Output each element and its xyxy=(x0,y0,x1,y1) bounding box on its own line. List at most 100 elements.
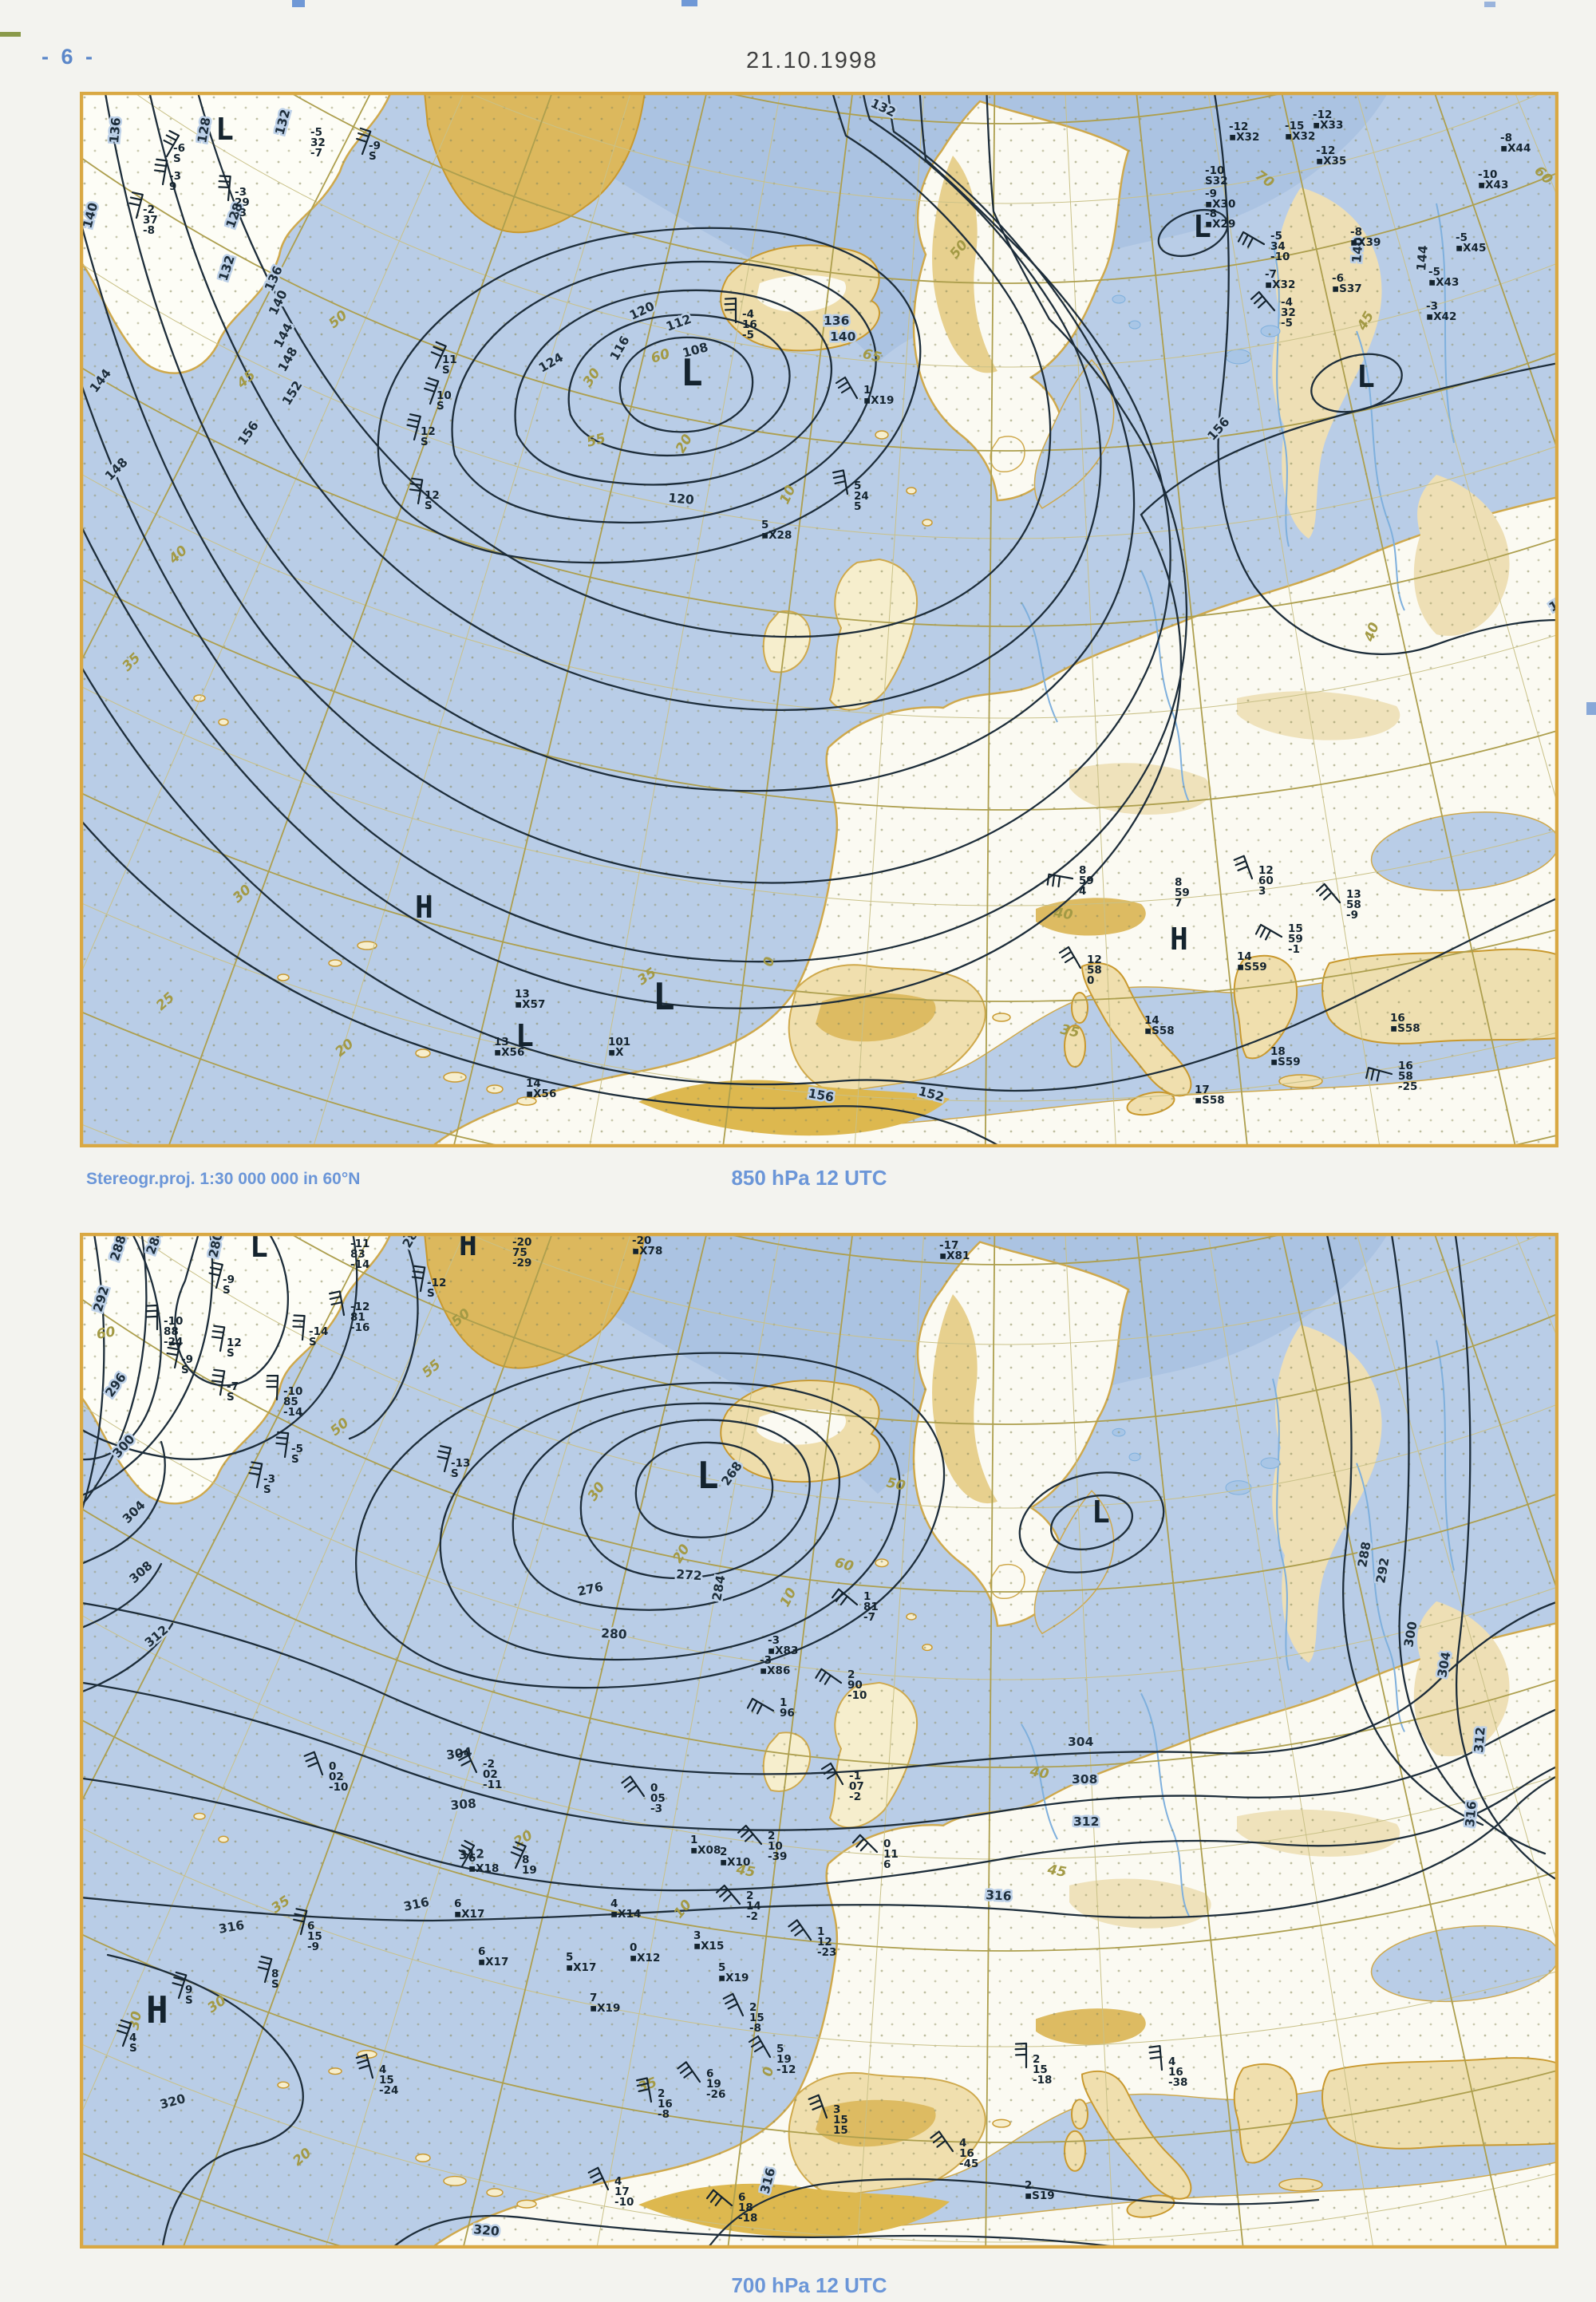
graticule-label: 50 xyxy=(885,1475,907,1495)
station-value: ▪X86 xyxy=(760,1664,790,1677)
station-value: ▪X19 xyxy=(718,1972,749,1984)
station-value: 13 xyxy=(494,1036,509,1048)
graticule-label: 45 xyxy=(734,1862,757,1881)
station-value: -3 xyxy=(263,1473,275,1486)
station-value: 19 xyxy=(706,2078,721,2091)
station-plot: 3▪X15 xyxy=(693,1929,724,1953)
station-value: ▪X17 xyxy=(478,1956,508,1968)
station-plot: -12S xyxy=(403,1261,446,1300)
station-value: 10 xyxy=(768,1840,783,1853)
station-value: 101 xyxy=(608,1036,630,1048)
high-center-symbol: H xyxy=(459,1233,477,1262)
station-value: -12 xyxy=(1316,144,1335,157)
station-plot: 101▪X xyxy=(608,1036,630,1059)
station-plot: -5▪X45 xyxy=(1456,231,1486,255)
station-plot: -432-5 xyxy=(1249,289,1296,330)
station-value: 13 xyxy=(515,988,530,1001)
low-center-symbol: L xyxy=(1092,1495,1110,1530)
station-value: -9 xyxy=(1205,188,1217,200)
station-plot: 12S xyxy=(203,1321,242,1360)
station-plot: 5▪X17 xyxy=(566,1951,596,1974)
station-value: -24 xyxy=(164,1336,183,1348)
station-value: -29 xyxy=(512,1257,531,1269)
station-value: 4 xyxy=(379,2063,386,2076)
station-value: 4 xyxy=(129,2032,136,2044)
low-center-symbol: L xyxy=(250,1233,268,1264)
station-value: S32 xyxy=(1205,175,1228,188)
station-value: -9 xyxy=(223,1273,235,1286)
station-plot: 13▪X57 xyxy=(515,988,545,1011)
contour-label: 312 xyxy=(458,1846,484,1862)
station-value: 15 xyxy=(379,2074,394,2087)
low-center-symbol: L xyxy=(653,975,675,1018)
low-center-symbol: L xyxy=(215,112,234,147)
station-value: 02 xyxy=(483,1768,498,1781)
station-value: -13 xyxy=(451,1457,470,1470)
station-value: 12 xyxy=(421,425,436,438)
station-value: 0 xyxy=(1087,974,1094,987)
station-value: -6 xyxy=(1332,272,1344,285)
station-value: ▪X10 xyxy=(720,1856,750,1869)
station-value: 6 xyxy=(478,1945,485,1958)
station-plot: -12▪X35 xyxy=(1316,144,1346,168)
station-value: 0 xyxy=(329,1760,336,1773)
station-value: -20 xyxy=(632,1234,651,1247)
station-value: ▪X08 xyxy=(690,1844,721,1857)
station-value: 18 xyxy=(1270,1045,1286,1058)
station-value: 3 xyxy=(833,2103,840,2116)
station-value: -23 xyxy=(817,1946,836,1959)
station-plot: -17▪X81 xyxy=(939,1239,970,1262)
station-value: 12 xyxy=(227,1337,242,1349)
station-value: -3 xyxy=(169,170,181,183)
station-value: ▪X32 xyxy=(1229,131,1259,144)
station-value: 2 xyxy=(658,2087,665,2100)
station-value: ▪S58 xyxy=(1390,1022,1420,1035)
station-value: ▪X14 xyxy=(610,1908,641,1921)
station-value: ▪S59 xyxy=(1270,1056,1301,1068)
station-value: -8 xyxy=(1500,132,1512,144)
station-plot: -5S xyxy=(267,1427,303,1466)
station-value: 2 xyxy=(746,1889,753,1902)
station-plot: 618-18 xyxy=(704,2185,757,2225)
station-plot: 14▪S59 xyxy=(1237,950,1267,973)
station-plot: -9S xyxy=(200,1258,235,1297)
station-value: 60 xyxy=(1258,875,1274,887)
station-plot: -3▪X42 xyxy=(1426,300,1456,323)
weather-map-700: 605055503020106020451035030352030405045 … xyxy=(80,1233,1558,2249)
low-center-symbol: L xyxy=(516,1018,534,1053)
station-value: ▪X42 xyxy=(1426,310,1456,323)
station-plot: -8▪X29 xyxy=(1205,207,1235,231)
station-plot: 14▪X56 xyxy=(526,1077,556,1100)
station-plot: 17▪S58 xyxy=(1195,1084,1225,1107)
station-value: 2 xyxy=(1033,2053,1040,2066)
graticule-label: 45 xyxy=(1045,1862,1068,1881)
station-value: 0 xyxy=(650,1782,658,1795)
station-plot: -107-2 xyxy=(820,1762,864,1803)
station-value: -5 xyxy=(742,329,754,342)
station-plot: -7▪X32 xyxy=(1265,268,1295,291)
weather-map-850: 70 65 60 60 55 50 45 40 35 30 25 20 30 20 10 0 35 40 35 45 5… xyxy=(80,92,1558,1147)
station-value: 15 xyxy=(1288,922,1303,935)
station-value: -10 xyxy=(164,1315,183,1328)
projection-note: Stereogr.proj. 1:30 000 000 in 60°N xyxy=(86,1170,361,1188)
station-value: 59 xyxy=(1288,933,1303,946)
station-value: ▪X39 xyxy=(1350,236,1381,249)
high-center-symbol: H xyxy=(146,1988,168,2032)
station-value: 6 xyxy=(883,1858,891,1871)
station-value: -4 xyxy=(742,308,754,321)
station-value: S xyxy=(227,1347,235,1360)
station-value: 4 xyxy=(610,1897,618,1910)
station-value: 5 xyxy=(776,2043,784,2055)
station-plot: 216-8 xyxy=(630,2074,673,2121)
station-value: 1 xyxy=(817,1925,824,1938)
station-value: -8 xyxy=(658,2108,670,2121)
station-value: ▪X56 xyxy=(526,1088,556,1100)
station-value: 05 xyxy=(650,1792,666,1805)
station-value: -5 xyxy=(1270,230,1282,243)
station-plot: 215-18 xyxy=(1007,2038,1052,2087)
station-value: -39 xyxy=(768,1850,787,1863)
